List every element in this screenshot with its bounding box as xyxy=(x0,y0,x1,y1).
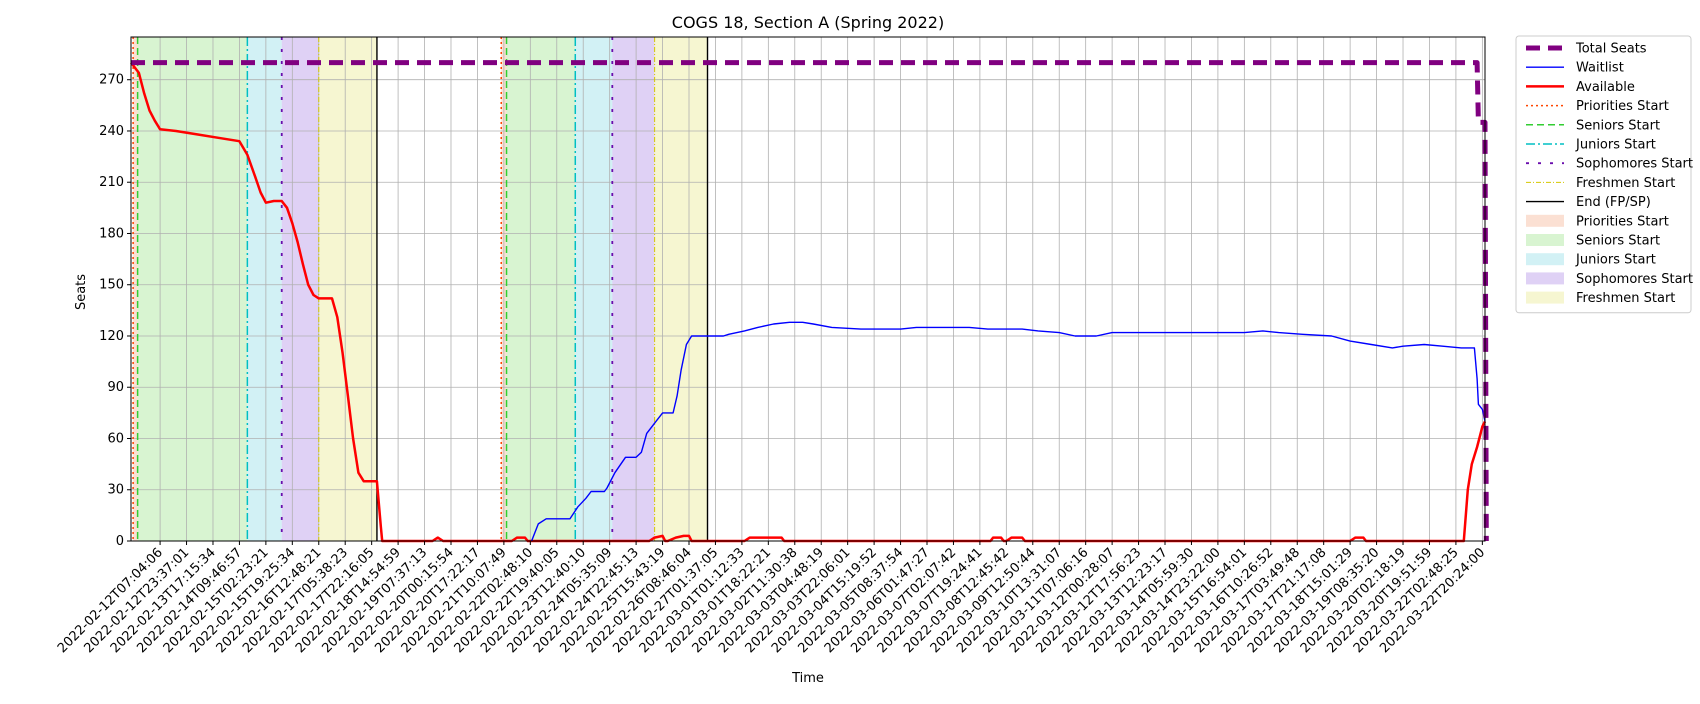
y-tick-label: 150 xyxy=(99,278,124,293)
region-juniors-start-2 xyxy=(575,37,613,541)
series-waitlist xyxy=(530,321,1486,542)
legend-label: Sophomores Start xyxy=(1576,157,1693,172)
legend-label: Available xyxy=(1576,80,1635,95)
legend-label: Freshmen Start xyxy=(1576,291,1675,306)
region-juniors-start-1 xyxy=(247,37,282,541)
region-freshmen-start-2 xyxy=(654,37,708,541)
legend-label: Juniors Start xyxy=(1575,138,1656,153)
legend-label: Priorities Start xyxy=(1576,214,1669,229)
axes-ticks: 03060901201501802102402702022-02-12T07:0… xyxy=(55,73,1488,656)
legend-patch-freshmen-start xyxy=(1526,291,1564,304)
y-tick-label: 240 xyxy=(99,124,124,139)
y-tick-label: 210 xyxy=(99,175,124,190)
legend-box xyxy=(1515,35,1692,314)
legend-label: Juniors Start xyxy=(1575,253,1656,268)
x-axis-label: Time xyxy=(791,671,824,686)
y-tick-label: 0 xyxy=(116,534,124,549)
plot-frame xyxy=(130,36,1486,542)
grid xyxy=(131,37,1485,542)
legend-label: End (FP/SP) xyxy=(1576,195,1651,210)
y-tick-label: 30 xyxy=(107,483,124,498)
legend-label: Waitlist xyxy=(1576,61,1624,76)
region-priorities-start-1 xyxy=(133,37,138,541)
shaded-regions xyxy=(133,37,708,541)
phase-lines xyxy=(132,37,709,541)
legend-label: Seniors Start xyxy=(1576,118,1660,133)
chart-title: COGS 18, Section A (Spring 2022) xyxy=(672,13,944,32)
y-axis-label: Seats xyxy=(74,274,89,310)
legend: Total Seats Waitlist Available Priorities S… xyxy=(1515,35,1693,314)
region-seniors-start-1 xyxy=(137,37,248,541)
legend-patch-seniors-start xyxy=(1526,234,1564,246)
y-tick-label: 120 xyxy=(99,329,124,344)
legend-patch-priorities-start xyxy=(1526,214,1564,227)
y-tick-label: 270 xyxy=(99,73,124,88)
y-tick-label: 180 xyxy=(99,226,124,241)
region-sophomores-start-1 xyxy=(281,37,319,541)
region-freshmen-start-1 xyxy=(318,37,377,541)
legend-label: Seniors Start xyxy=(1576,234,1660,249)
legend-label: Total Seats xyxy=(1575,42,1647,57)
legend-label: Sophomores Start xyxy=(1576,272,1693,287)
legend-label: Priorities Start xyxy=(1576,99,1669,114)
region-seniors-start-2 xyxy=(506,37,576,541)
region-sophomores-start-2 xyxy=(612,37,655,541)
y-tick-label: 90 xyxy=(107,380,124,395)
y-tick-label: 60 xyxy=(107,431,124,446)
legend-label: Freshmen Start xyxy=(1576,176,1675,191)
legend-patch-sophomores-start xyxy=(1526,272,1564,285)
legend-patch-juniors-start xyxy=(1526,253,1564,266)
